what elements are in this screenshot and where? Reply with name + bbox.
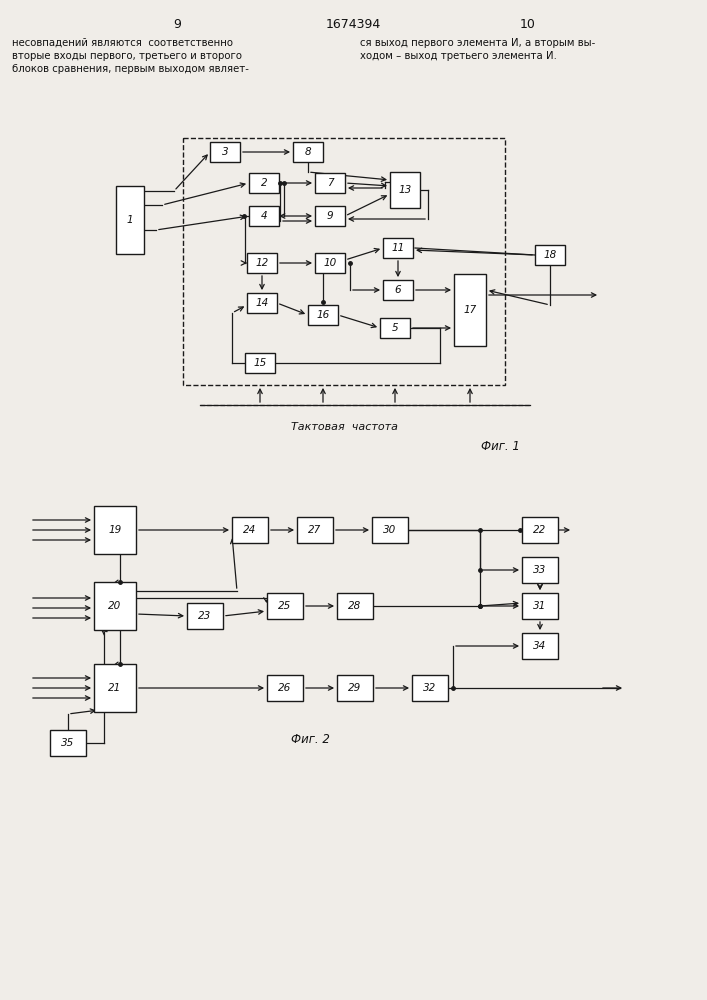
Text: 9: 9 <box>173 18 181 31</box>
Bar <box>522 557 558 583</box>
Text: несовпадений являются  соответственно
вторые входы первого, третьего и второго
б: несовпадений являются соответственно вто… <box>12 38 249 74</box>
Text: 10: 10 <box>520 18 536 31</box>
Text: 14: 14 <box>255 298 269 308</box>
Text: 21: 21 <box>108 683 122 693</box>
Bar <box>380 318 410 338</box>
Text: 16: 16 <box>316 310 329 320</box>
Text: 5: 5 <box>392 323 398 333</box>
Text: 22: 22 <box>533 525 547 535</box>
Bar <box>187 603 223 629</box>
Bar <box>535 245 565 265</box>
Text: 32: 32 <box>423 683 437 693</box>
Bar <box>522 633 558 659</box>
Text: 12: 12 <box>255 258 269 268</box>
Text: 9: 9 <box>327 211 333 221</box>
Text: 1: 1 <box>127 215 134 225</box>
Bar <box>183 138 505 385</box>
Bar <box>210 142 240 162</box>
Text: 25: 25 <box>279 601 291 611</box>
Bar <box>94 664 136 712</box>
Text: 19: 19 <box>108 525 122 535</box>
Bar <box>383 238 413 258</box>
Text: Тактовая  частота: Тактовая частота <box>291 422 399 432</box>
Bar <box>337 675 373 701</box>
Bar <box>116 186 144 254</box>
Bar <box>94 506 136 554</box>
Bar <box>315 253 345 273</box>
Text: 10: 10 <box>323 258 337 268</box>
Bar <box>412 675 448 701</box>
Text: 34: 34 <box>533 641 547 651</box>
Text: 27: 27 <box>308 525 322 535</box>
Bar <box>249 206 279 226</box>
Bar <box>50 730 86 756</box>
Text: 24: 24 <box>243 525 257 535</box>
Text: Фиг. 2: Фиг. 2 <box>291 733 329 746</box>
Text: 23: 23 <box>199 611 211 621</box>
Text: 7: 7 <box>327 178 333 188</box>
Bar <box>308 305 338 325</box>
Bar <box>337 593 373 619</box>
Bar <box>293 142 323 162</box>
Bar <box>390 172 420 208</box>
Bar <box>522 517 558 543</box>
Text: 28: 28 <box>349 601 361 611</box>
Text: 15: 15 <box>253 358 267 368</box>
Bar <box>297 517 333 543</box>
Bar <box>522 593 558 619</box>
Text: Фиг. 1: Фиг. 1 <box>481 440 520 453</box>
Text: 17: 17 <box>463 305 477 315</box>
Bar <box>247 253 277 273</box>
Text: ся выход первого элемента И, а вторым вы-
ходом – выход третьего элемента И.: ся выход первого элемента И, а вторым вы… <box>360 38 595 61</box>
Text: 4: 4 <box>261 211 267 221</box>
Text: 26: 26 <box>279 683 291 693</box>
Text: 13: 13 <box>398 185 411 195</box>
Text: 6: 6 <box>395 285 402 295</box>
Bar <box>372 517 408 543</box>
Text: 35: 35 <box>62 738 75 748</box>
Text: 31: 31 <box>533 601 547 611</box>
Text: 18: 18 <box>544 250 556 260</box>
Bar <box>383 280 413 300</box>
Text: 33: 33 <box>533 565 547 575</box>
Bar <box>315 173 345 193</box>
Bar <box>247 293 277 313</box>
Bar <box>94 582 136 630</box>
Text: 20: 20 <box>108 601 122 611</box>
Bar <box>267 593 303 619</box>
Text: 1674394: 1674394 <box>325 18 380 31</box>
Bar <box>232 517 268 543</box>
Text: 3: 3 <box>222 147 228 157</box>
Bar <box>249 173 279 193</box>
Bar <box>267 675 303 701</box>
Text: 2: 2 <box>261 178 267 188</box>
Text: 30: 30 <box>383 525 397 535</box>
Text: 8: 8 <box>305 147 311 157</box>
Bar <box>454 274 486 346</box>
Text: 29: 29 <box>349 683 361 693</box>
Bar <box>315 206 345 226</box>
Bar <box>245 353 275 373</box>
Text: 11: 11 <box>392 243 404 253</box>
